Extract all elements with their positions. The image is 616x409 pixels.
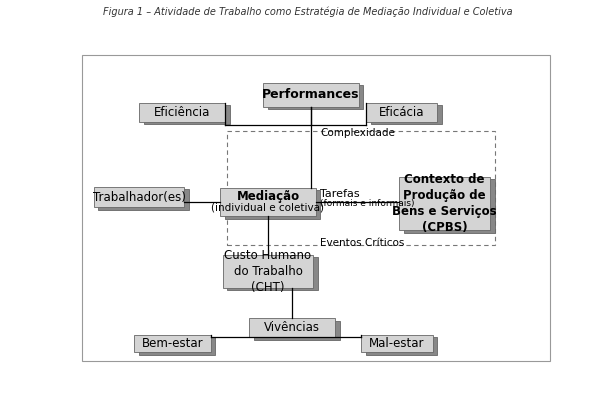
Bar: [225, 190, 320, 218]
Text: Eventos Críticos: Eventos Críticos: [320, 238, 405, 248]
Bar: [366, 103, 437, 121]
Bar: [227, 257, 318, 290]
Bar: [99, 189, 189, 210]
Bar: [139, 103, 225, 121]
Text: Eficiência: Eficiência: [154, 106, 210, 119]
Bar: [366, 337, 437, 355]
Bar: [249, 318, 335, 337]
Text: Bem-estar: Bem-estar: [142, 337, 203, 350]
Bar: [361, 335, 432, 352]
Text: Contexto de
Produção de
Bens e Serviços
(CPBS): Contexto de Produção de Bens e Serviços …: [392, 173, 497, 234]
Text: Eficácia: Eficácia: [379, 106, 424, 119]
Bar: [404, 179, 495, 233]
Bar: [221, 188, 316, 216]
Text: Complexidade: Complexidade: [320, 128, 395, 137]
Text: Trabalhador(es): Trabalhador(es): [92, 191, 185, 204]
Bar: [254, 321, 339, 340]
Bar: [227, 131, 495, 245]
Bar: [94, 187, 184, 207]
Text: Mediação: Mediação: [237, 190, 299, 203]
Text: Performances: Performances: [262, 88, 360, 101]
Bar: [134, 335, 211, 352]
Bar: [139, 337, 216, 355]
Text: (formais e informais): (formais e informais): [320, 199, 415, 208]
Text: Custo Humano
do Trabalho
(CHT): Custo Humano do Trabalho (CHT): [224, 249, 312, 294]
Bar: [222, 254, 314, 288]
Bar: [268, 85, 363, 109]
Bar: [144, 105, 230, 124]
Text: Vivências: Vivências: [264, 321, 320, 334]
Bar: [371, 105, 442, 124]
Bar: [263, 83, 359, 107]
Bar: [399, 177, 490, 230]
Text: (individual e coletiva): (individual e coletiva): [211, 202, 325, 213]
Text: Mal-estar: Mal-estar: [369, 337, 424, 350]
Text: Figura 1 – Atividade de Trabalho como Estratégia de Mediação Individual e Coleti: Figura 1 – Atividade de Trabalho como Es…: [103, 6, 513, 17]
Text: Tarefas: Tarefas: [320, 189, 360, 199]
